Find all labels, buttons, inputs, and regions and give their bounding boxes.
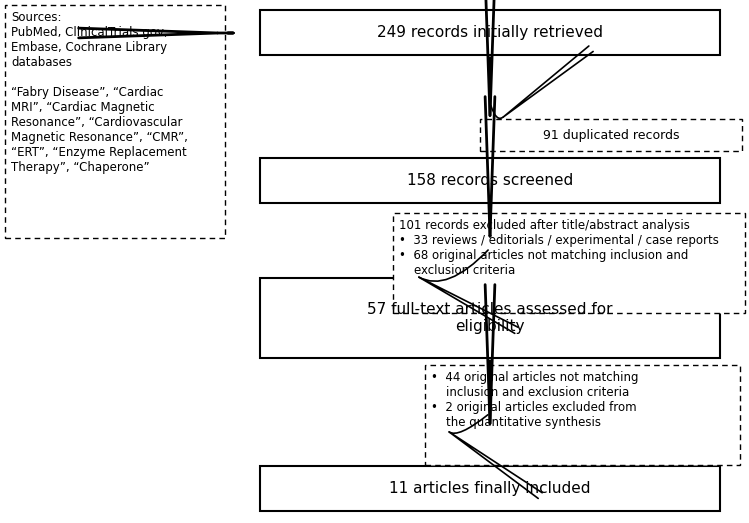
FancyBboxPatch shape — [260, 278, 720, 358]
FancyBboxPatch shape — [260, 10, 720, 55]
Text: Sources:
PubMed, ClinicalTrials.gov,
Embase, Cochrane Library
databases

“Fabry : Sources: PubMed, ClinicalTrials.gov, Emb… — [11, 11, 188, 174]
FancyBboxPatch shape — [393, 213, 745, 313]
Text: •  44 original articles not matching
    inclusion and exclusion criteria
•  2 o: • 44 original articles not matching incl… — [431, 371, 638, 429]
Text: 158 records screened: 158 records screened — [407, 173, 573, 188]
Text: 91 duplicated records: 91 duplicated records — [543, 129, 679, 142]
Text: 57 full-text articles assessed for
eligibility: 57 full-text articles assessed for eligi… — [367, 302, 613, 334]
FancyBboxPatch shape — [260, 158, 720, 203]
FancyBboxPatch shape — [425, 365, 740, 465]
FancyBboxPatch shape — [260, 466, 720, 511]
FancyBboxPatch shape — [480, 119, 742, 151]
FancyBboxPatch shape — [5, 5, 225, 238]
Text: 249 records initially retrieved: 249 records initially retrieved — [377, 25, 603, 40]
Text: 101 records excluded after title/abstract analysis
•  33 reviews / editorials / : 101 records excluded after title/abstrac… — [399, 219, 719, 277]
Text: 11 articles finally included: 11 articles finally included — [389, 481, 591, 496]
